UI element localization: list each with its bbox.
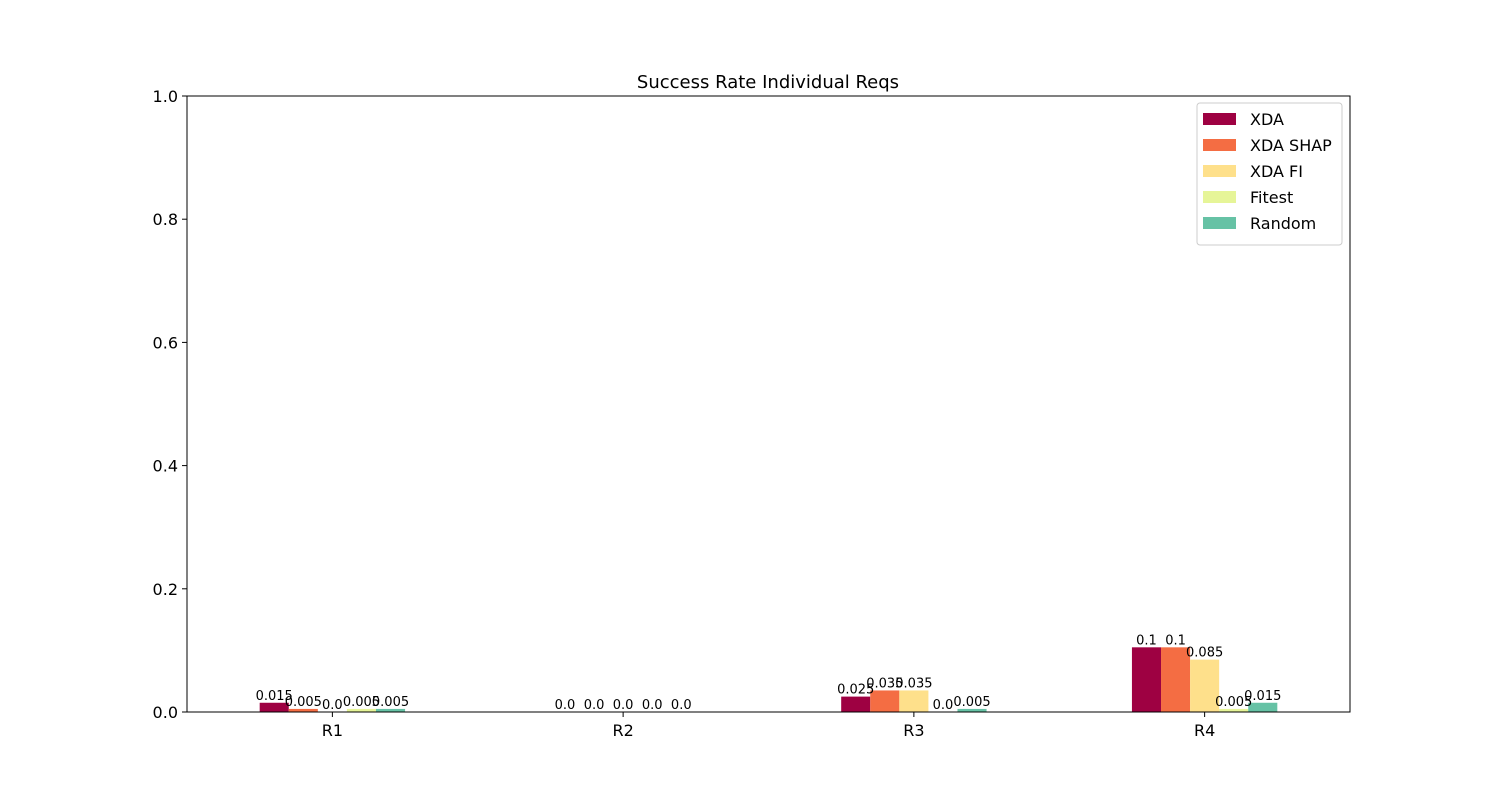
y-tick-label: 1.0: [153, 87, 178, 106]
bar-fitest-r1: [346, 708, 376, 712]
bar-value-label: 0.035: [895, 676, 932, 691]
bar-value-label: 0.1: [1165, 633, 1186, 648]
bar-value-label: 0.035: [866, 676, 903, 691]
legend-swatch: [1203, 113, 1236, 125]
bar-value-label: 0.0: [642, 698, 663, 713]
bar-random-r4: [1248, 702, 1278, 712]
legend-swatch: [1203, 139, 1236, 151]
y-tick-label: 0.8: [153, 210, 178, 229]
bar-random-r3: [957, 708, 987, 712]
bar-value-label: 0.015: [256, 689, 293, 704]
legend-label: XDA SHAP: [1250, 136, 1332, 155]
x-tick-label: R2: [612, 721, 633, 740]
x-tick-label: R3: [903, 721, 924, 740]
bar-xda-shap-r4: [1161, 647, 1191, 712]
legend-label: XDA: [1250, 110, 1284, 129]
bar-value-label: 0.005: [343, 695, 380, 710]
bar-value-label: 0.085: [1186, 646, 1223, 661]
bar-value-label: 0.0: [933, 698, 954, 713]
bar-value-label: 0.005: [372, 695, 409, 710]
bar-value-label: 0.0: [613, 698, 634, 713]
bar-value-label: 0.025: [837, 683, 874, 698]
axes-layer: 0.0 0.2 0.4 0.6 0.8 1.0 R1 R2 R3 R4: [153, 87, 1351, 740]
bar-value-label: 0.1: [1136, 633, 1157, 648]
legend-label: Fitest: [1250, 188, 1293, 207]
bar-random-r1: [375, 708, 406, 712]
bar-value-label: 0.015: [1244, 689, 1281, 704]
bar-xda-shap-r1: [288, 708, 318, 712]
y-tick-label: 0.2: [153, 580, 178, 599]
bar-xda-r4: [1131, 647, 1162, 712]
bar-value-label: 0.005: [285, 695, 322, 710]
bar-value-label: 0.005: [1215, 695, 1252, 710]
legend-swatch: [1203, 191, 1236, 203]
y-tick-label: 0.4: [153, 457, 178, 476]
legend-swatch: [1203, 217, 1236, 229]
bar-xda-shap-r3: [870, 690, 900, 712]
legend-box: [1196, 102, 1343, 246]
bar-xda-fi-r3: [899, 690, 929, 712]
legend-swatch: [1203, 165, 1236, 177]
bar-value-label: 0.0: [555, 698, 576, 713]
bar-value-label: 0.0: [671, 698, 692, 713]
y-tick-label: 0.0: [153, 703, 178, 722]
bar-xda-fi-r4: [1190, 659, 1220, 712]
y-tick-label: 0.6: [153, 333, 178, 352]
bars-layer: [259, 647, 1278, 712]
bar-value-label: 0.005: [953, 695, 990, 710]
legend-label: XDA FI: [1250, 162, 1303, 181]
plot-frame: [186, 95, 1351, 713]
legend: XDA XDA SHAP XDA FI Fitest Random: [1196, 102, 1343, 246]
bar-xda-r1: [259, 702, 289, 712]
chart-title: Success Rate Individual Reqs: [637, 72, 899, 93]
bar-fitest-r4: [1219, 708, 1249, 712]
bar-xda-r3: [841, 696, 871, 712]
bar-value-label: 0.0: [322, 698, 343, 713]
legend-label: Random: [1250, 214, 1316, 233]
bar-value-label: 0.0: [584, 698, 605, 713]
x-tick-label: R1: [322, 721, 343, 740]
x-tick-label: R4: [1194, 721, 1215, 740]
